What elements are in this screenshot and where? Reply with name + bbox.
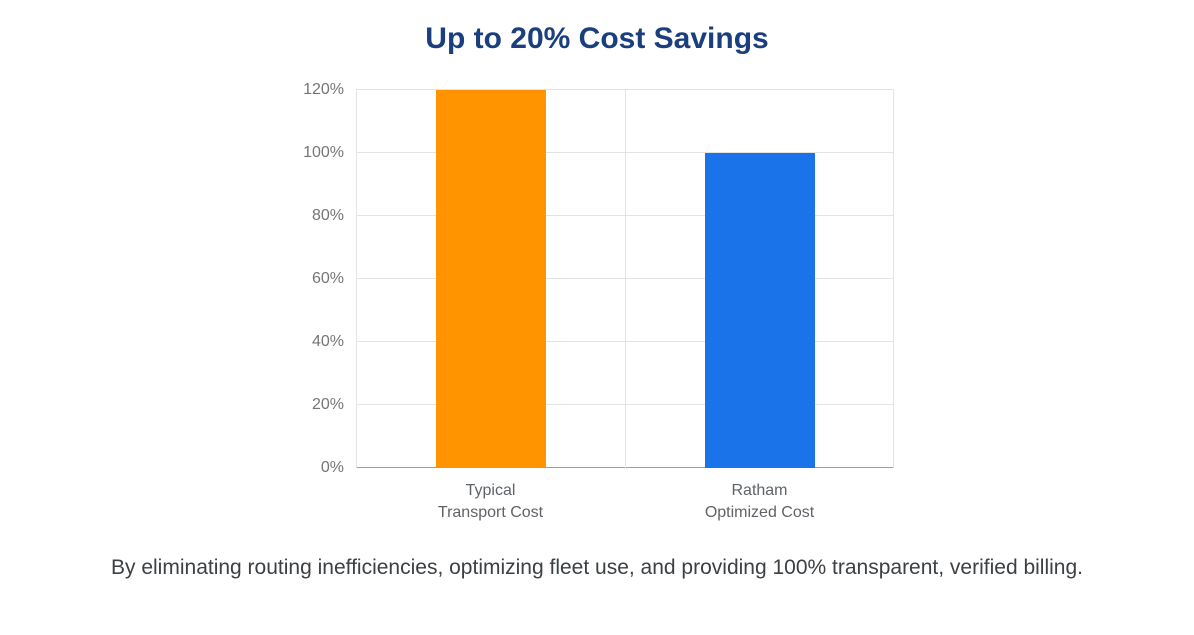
y-axis: 0% 20% 40% 60% 80% 100% 120% <box>300 81 356 476</box>
y-tick-label: 20% <box>311 396 344 413</box>
x-category-label-typical-transport-cost: Typical Transport Cost <box>437 482 544 521</box>
vertical-gridline <box>625 90 626 468</box>
bar-chart: 0% 20% 40% 60% 80% 100% 120% Typical Transport … <box>0 81 1194 526</box>
y-tick-label: 0% <box>320 459 344 476</box>
y-tick-label: 60% <box>311 270 344 287</box>
bar-ratham-optimized-cost <box>704 153 815 468</box>
y-tick-label: 80% <box>311 207 344 224</box>
x-category-label-ratham-optimized-cost: Ratham Optimized Cost <box>704 482 815 521</box>
chart-title: Up to 20% Cost Savings <box>425 22 769 55</box>
y-tick-label: 100% <box>303 144 344 161</box>
y-tick-label: 40% <box>311 333 344 350</box>
x-axis-labels: Typical Transport Cost Ratham Optimized Cos… <box>356 468 894 526</box>
y-tick-label: 120% <box>303 81 344 98</box>
plot-row: 0% 20% 40% 60% 80% 100% 120% <box>0 81 1194 476</box>
vertical-gridline <box>893 90 894 468</box>
cost-savings-slide: Up to 20% Cost Savings 0% 20% 40% 60% 80% 100… <box>0 22 1194 580</box>
plot-area <box>356 89 894 468</box>
chart-caption: By eliminating routing inefficiencies, o… <box>111 556 1083 579</box>
bar-typical-transport-cost <box>435 90 546 468</box>
x-axis-row: Typical Transport Cost Ratham Optimized Cos… <box>0 468 1194 526</box>
gridline <box>356 89 894 90</box>
vertical-gridline <box>356 90 357 468</box>
